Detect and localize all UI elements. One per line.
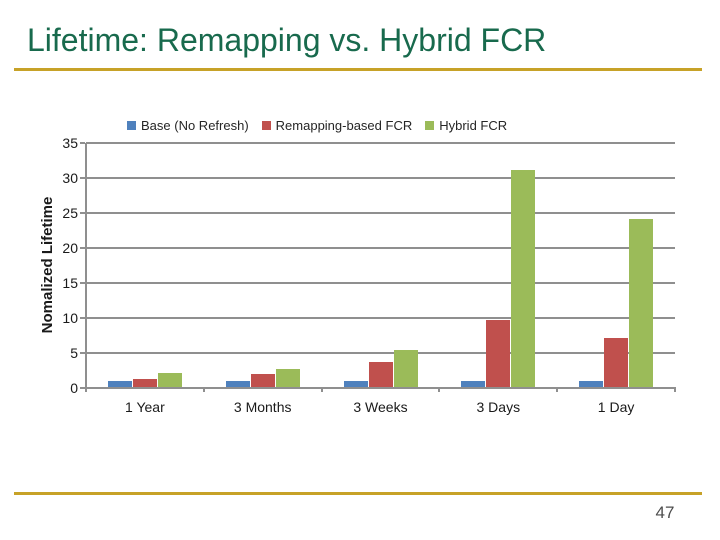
legend-swatch-base-no-refresh-icon xyxy=(127,121,136,130)
bar-remapping-based-fcr-3-weeks xyxy=(369,362,393,387)
x-category-label-1-day: 1 Day xyxy=(597,399,635,415)
bar-hybrid-fcr-3-weeks xyxy=(394,350,418,387)
x-tick-mark-4 xyxy=(556,387,558,392)
legend-swatch-hybrid-fcr-icon xyxy=(425,121,435,130)
page-title: Lifetime: Remapping vs. Hybrid FCR xyxy=(27,22,547,58)
y-tick-label-30: 30 xyxy=(62,170,78,186)
y-tick-label-35: 35 xyxy=(62,135,78,151)
y-axis-title: Nomalized Lifetime xyxy=(39,196,56,334)
y-tick-label-25: 25 xyxy=(62,205,78,221)
footer-divider-line xyxy=(14,492,702,495)
x-category-label-3-months: 3 Months xyxy=(233,399,292,415)
y-tick-mark-15 xyxy=(80,282,85,284)
legend-item-hybrid-fcr: Hybrid FCR xyxy=(425,118,507,133)
gridline-5 xyxy=(86,352,675,354)
bar-hybrid-fcr-1-year xyxy=(158,373,182,387)
legend-item-base-no-refresh: Base (No Refresh) xyxy=(127,118,249,133)
bar-remapping-based-fcr-1-day xyxy=(604,338,628,387)
gridline-20 xyxy=(86,247,675,249)
gridline-35 xyxy=(86,142,675,144)
y-tick-mark-10 xyxy=(80,317,85,319)
bar-base-no-refresh-3-weeks xyxy=(344,381,368,387)
y-tick-label-0: 0 xyxy=(70,380,78,396)
y-tick-mark-35 xyxy=(80,142,85,144)
legend-swatch-remapping-based-fcr-icon xyxy=(261,121,271,130)
bar-base-no-refresh-3-months xyxy=(226,381,250,387)
x-category-label-3-weeks: 3 Weeks xyxy=(353,399,408,415)
bar-remapping-based-fcr-1-year xyxy=(133,379,157,387)
y-tick-label-20: 20 xyxy=(62,240,78,256)
bar-base-no-refresh-1-year xyxy=(108,381,132,387)
bar-hybrid-fcr-3-days xyxy=(511,170,535,387)
bar-base-no-refresh-3-days xyxy=(461,381,485,387)
page-number: 47 xyxy=(655,503,675,522)
bar-hybrid-fcr-3-months xyxy=(276,369,300,387)
legend-item-remapping-based-fcr: Remapping-based FCR xyxy=(261,118,413,133)
y-tick-label-15: 15 xyxy=(62,275,78,291)
y-tick-label-5: 5 xyxy=(70,345,78,361)
x-tick-mark-0 xyxy=(85,387,87,392)
y-tick-mark-0 xyxy=(80,387,85,389)
y-tick-mark-5 xyxy=(80,352,85,354)
x-tick-mark-5 xyxy=(674,387,676,392)
y-tick-mark-25 xyxy=(80,212,85,214)
bar-remapping-based-fcr-3-days xyxy=(486,320,510,387)
y-tick-mark-20 xyxy=(80,247,85,249)
bar-base-no-refresh-1-day xyxy=(579,381,603,387)
gridline-15 xyxy=(86,282,675,284)
title-divider-line xyxy=(14,68,702,71)
x-tick-mark-3 xyxy=(438,387,440,392)
gridline-30 xyxy=(86,177,675,179)
y-axis-line xyxy=(85,143,87,388)
legend-label-base-no-refresh: Base (No Refresh) xyxy=(141,118,249,133)
gridline-10 xyxy=(86,317,675,319)
y-tick-label-10: 10 xyxy=(62,310,78,326)
x-tick-mark-2 xyxy=(321,387,323,392)
bar-remapping-based-fcr-3-months xyxy=(251,374,275,387)
legend-label-hybrid-fcr: Hybrid FCR xyxy=(439,118,508,133)
gridline-25 xyxy=(86,212,675,214)
legend-label-remapping-based-fcr: Remapping-based FCR xyxy=(275,118,413,133)
x-category-label-1-year: 1 Year xyxy=(125,399,165,415)
x-category-label-3-days: 3 Days xyxy=(476,399,521,415)
chart-legend: Base (No Refresh) Remapping-based FCR Hybr… xyxy=(127,118,507,133)
y-tick-mark-30 xyxy=(80,177,85,179)
x-tick-mark-1 xyxy=(203,387,205,392)
bar-hybrid-fcr-1-day xyxy=(629,219,653,387)
x-axis-line xyxy=(85,387,676,389)
